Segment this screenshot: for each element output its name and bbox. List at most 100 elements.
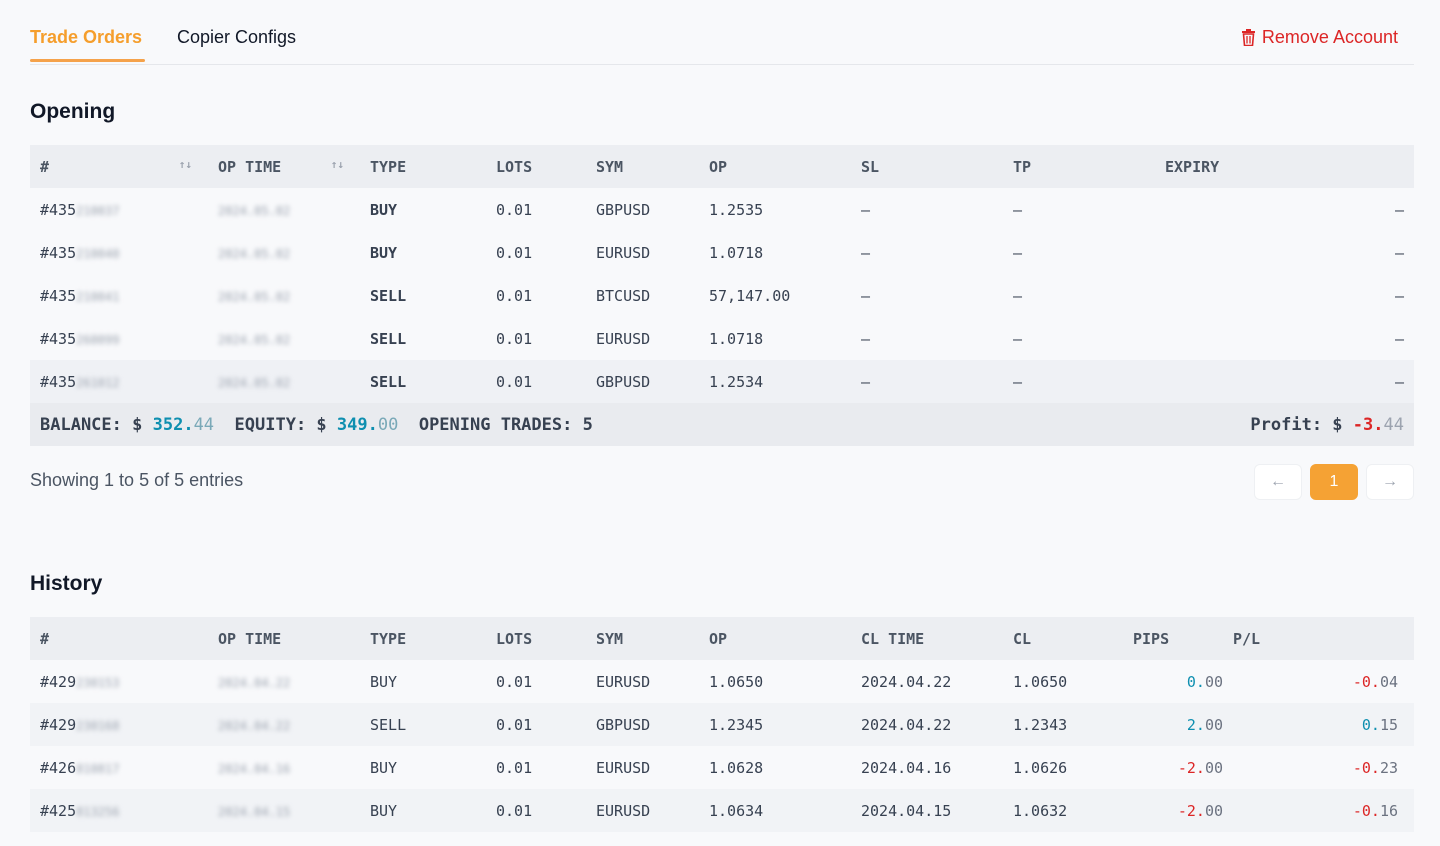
opening-header-row: # ↑↓ OP TIME ↑↓ TYPE LOTS SYM OP SL TP EXP… (30, 145, 1414, 188)
symbol: EURUSD (596, 243, 651, 262)
table-row[interactable]: #435261012 2024.05.02 SELL 0.01 GBPUSD 1.2534… (30, 360, 1414, 403)
order-id: #435260099 (40, 329, 120, 348)
close-price: 1.0632 (1003, 789, 1123, 832)
profit-loss: 0.15 (1223, 703, 1414, 746)
remove-account-label: Remove Account (1261, 27, 1398, 47)
masked-id: 810817 (76, 761, 120, 776)
close-price: 1.0650 (1013, 672, 1068, 691)
lots: 0.01 (486, 789, 586, 832)
account-summary: BALANCE: $ 352.44 EQUITY: $ 349.00 OPENI… (30, 403, 1003, 446)
col-op: OP (699, 617, 851, 660)
col-lots: LOTS (486, 617, 586, 660)
open-price: 1.0718 (709, 243, 764, 262)
op-time: 2024.05.02 (218, 332, 291, 347)
close-time: 2024.04.22 (861, 672, 952, 691)
expiry: – (1394, 243, 1404, 262)
symbol: GBPUSD (586, 703, 699, 746)
op-time: 2024.05.02 (208, 360, 360, 403)
stop-loss: – (861, 329, 871, 348)
col-op: OP (699, 145, 851, 188)
profit-loss: -0.23 (1352, 758, 1398, 777)
balance-value: 352. (152, 414, 194, 435)
col-id[interactable]: # ↑↓ (30, 145, 208, 188)
col-sl: SL (851, 145, 1003, 188)
col-id: # (30, 617, 208, 660)
profit-loss: -0.16 (1223, 789, 1414, 832)
remove-account-button[interactable]: Remove Account (1241, 24, 1398, 50)
masked-id: 210040 (76, 246, 120, 261)
table-row[interactable]: #429230168 2024.04.22 SELL 0.01 GBPUSD 1.2345… (30, 703, 1414, 746)
table-row[interactable]: #425813256 2024.04.15 BUY 0.01 EURUSD 1.0634 2… (30, 789, 1414, 832)
stop-loss: – (861, 200, 871, 219)
open-price: 1.0718 (709, 329, 764, 348)
tab-copier-configs[interactable]: Copier Configs (177, 27, 297, 47)
symbol: EURUSD (596, 329, 651, 348)
open-price: 1.0650 (709, 672, 764, 691)
open-price: 1.2534 (699, 360, 851, 403)
open-price: 1.2535 (709, 200, 764, 219)
table-row[interactable]: #426810817 2024.04.16 BUY 0.01 EURUSD 1.0628 2… (30, 746, 1414, 789)
col-lots: LOTS (486, 145, 586, 188)
expiry: – (1394, 286, 1404, 305)
next-page-button[interactable]: → (1366, 464, 1414, 500)
lots: 0.01 (496, 243, 533, 262)
masked-id: 260099 (76, 332, 120, 347)
pips: 2.00 (1123, 703, 1223, 746)
expiry: – (1394, 329, 1404, 348)
sort-icon[interactable]: ↑↓ (178, 157, 192, 171)
stop-loss: – (861, 286, 871, 305)
open-price: 57,147.00 (709, 286, 791, 305)
table-row[interactable]: #435210041 2024.05.02 SELL 0.01 BTCUSD 57,147… (30, 274, 1414, 317)
pagination: ← 1 → (1254, 464, 1414, 500)
trash-icon (1241, 28, 1255, 46)
tab-trade-orders[interactable]: Trade Orders (30, 27, 143, 47)
masked-id: 210041 (76, 289, 120, 304)
order-id: #435210041 (40, 286, 120, 305)
col-type: TYPE (360, 617, 486, 660)
op-time: 2024.04.22 (208, 703, 360, 746)
col-pips: PIPS (1123, 617, 1223, 660)
table-row[interactable]: #429230153 2024.04.22 BUY 0.01 EURUSD 1.0650 2… (30, 660, 1414, 703)
pips: -2.00 (1123, 789, 1223, 832)
order-id: #435261012 (30, 360, 208, 403)
col-op-time: OP TIME (208, 617, 360, 660)
masked-id: 813256 (76, 804, 120, 819)
order-type: BUY (370, 200, 398, 219)
table-row[interactable]: #435210037 2024.05.02 BUY 0.01 GBPUSD 1.2535 –… (30, 188, 1414, 231)
symbol: EURUSD (596, 672, 651, 691)
col-sym: SYM (586, 145, 699, 188)
masked-id: 230168 (76, 718, 120, 733)
col-expiry: EXPIRY (1155, 145, 1414, 188)
profit-summary: Profit: $ -3.44 (1003, 403, 1414, 446)
opening-table: # ↑↓ OP TIME ↑↓ TYPE LOTS SYM OP SL TP EXP… (30, 145, 1414, 446)
table-row[interactable]: #435260099 2024.05.02 SELL 0.01 EURUSD 1.0718… (30, 317, 1414, 360)
masked-id: 230153 (76, 675, 120, 690)
order-type: SELL (370, 286, 407, 305)
order-id: #426810817 (40, 758, 120, 777)
masked-id: 210037 (76, 203, 120, 218)
profit-value: -3. (1352, 414, 1384, 435)
sort-icon[interactable]: ↑↓ (330, 157, 344, 171)
symbol: EURUSD (586, 789, 699, 832)
take-profit: – (1013, 243, 1023, 262)
order-type: BUY (370, 243, 398, 262)
entries-info: Showing 1 to 5 of 5 entries (30, 470, 244, 490)
stop-loss: – (851, 360, 1003, 403)
lots: 0.01 (496, 286, 533, 305)
active-tab-indicator (30, 59, 145, 62)
symbol: GBPUSD (596, 200, 651, 219)
take-profit: – (1003, 360, 1155, 403)
symbol: GBPUSD (586, 360, 699, 403)
history-title: History (30, 572, 103, 595)
order-id: #435210040 (40, 243, 120, 262)
page-1-button[interactable]: 1 (1310, 464, 1358, 500)
table-row[interactable]: #435210040 2024.05.02 BUY 0.01 EURUSD 1.0718 –… (30, 231, 1414, 274)
lots: 0.01 (496, 200, 533, 219)
op-time: 2024.05.02 (218, 246, 291, 261)
masked-id: 261012 (76, 375, 120, 390)
order-type: BUY (360, 789, 486, 832)
close-time: 2024.04.15 (851, 789, 1003, 832)
lots: 0.01 (496, 672, 533, 691)
col-op-time[interactable]: OP TIME ↑↓ (208, 145, 360, 188)
prev-page-button[interactable]: ← (1254, 464, 1302, 500)
